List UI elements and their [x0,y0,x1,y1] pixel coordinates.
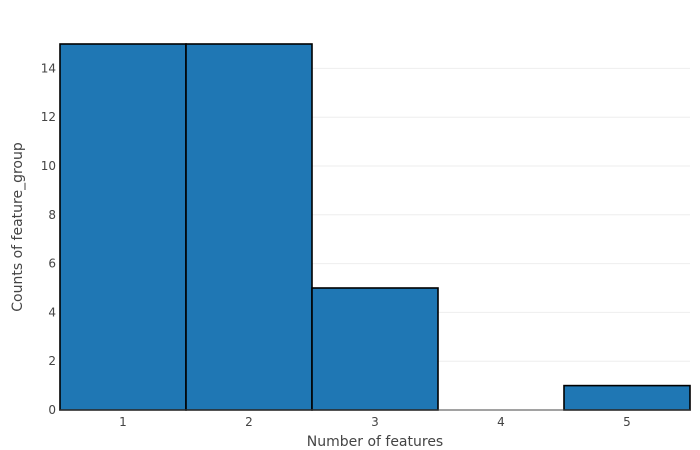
bar-2 [185,43,313,411]
bar-layer [59,43,691,411]
y-tick-label-10: 10 [41,159,56,173]
y-tick-label-12: 12 [41,110,56,124]
y-tick-label-8: 8 [48,208,56,222]
y-tick-label-14: 14 [41,61,56,75]
x-tick-label-1: 1 [119,415,127,429]
x-tick-label-5: 5 [623,415,631,429]
y-tick-label-6: 6 [48,257,56,271]
y-tick-label-2: 2 [48,354,56,368]
x-tick-label-4: 4 [497,415,505,429]
y-tick-label-4: 4 [48,305,56,319]
y-tick-label-0: 0 [48,403,56,417]
x-axis-title: Number of features [307,434,443,450]
x-tick-label-2: 2 [245,415,253,429]
y-axis-title: Counts of feature_group [10,142,26,312]
bar-1 [59,43,187,411]
x-tick-labels: 1 2 3 4 5 [119,415,631,429]
x-tick-label-3: 3 [371,415,379,429]
bar-3 [311,287,439,411]
bar-5 [563,384,691,411]
y-tick-labels: 0 2 4 6 8 10 12 14 [41,61,56,417]
